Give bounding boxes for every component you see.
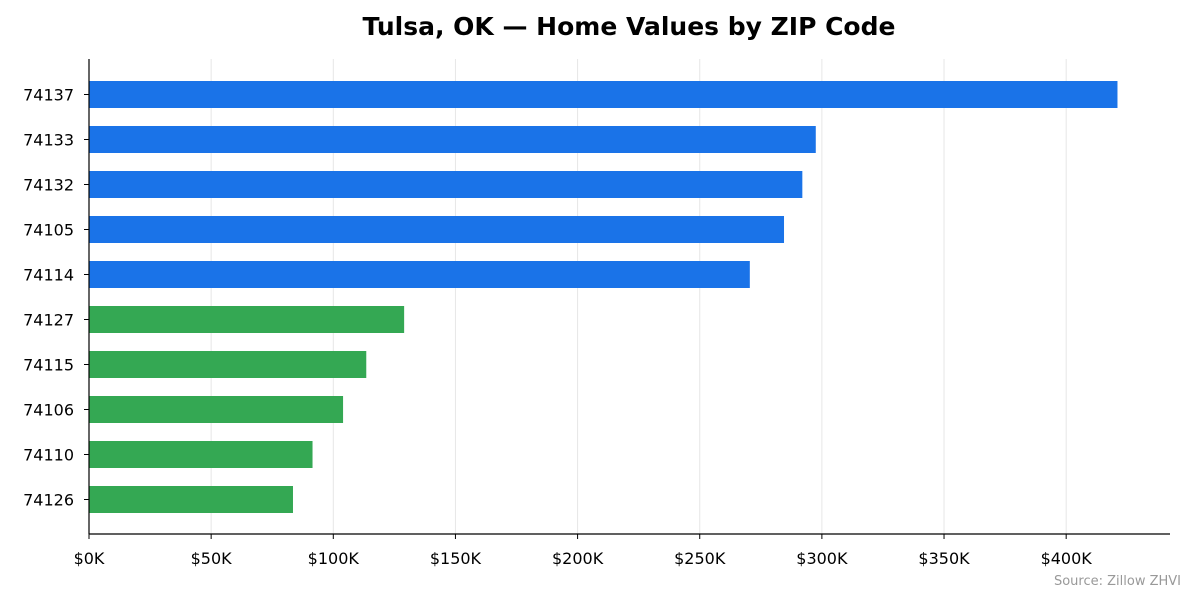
bar-74126 <box>89 486 293 513</box>
x-tick-label: $250K <box>674 549 726 568</box>
x-tick-label: $100K <box>308 549 360 568</box>
bar-74115 <box>89 351 367 378</box>
x-tick-label: $400K <box>1041 549 1093 568</box>
bar-74133 <box>89 126 816 153</box>
y-tick-label: 74115 <box>23 356 74 375</box>
x-ticks: $0K $50K $100K $150K $200K $250K $300K $350K $40… <box>74 534 1093 568</box>
x-tick-label: $150K <box>430 549 482 568</box>
x-tick-label: $0K <box>74 549 105 568</box>
bar-74106 <box>89 396 344 423</box>
x-tick-label: $200K <box>552 549 604 568</box>
bar-74132 <box>89 171 803 198</box>
bar-74110 <box>89 441 313 468</box>
bar-74114 <box>89 261 750 288</box>
bar-74105 <box>89 216 785 243</box>
bars <box>89 81 1118 513</box>
y-tick-label: 74114 <box>23 266 74 285</box>
y-tick-label: 74127 <box>23 311 74 330</box>
chart-title: Tulsa, OK — Home Values by ZIP Code <box>363 12 896 41</box>
y-tick-label: 74126 <box>23 491 74 510</box>
source-note: Source: Zillow ZHVI <box>1054 574 1181 589</box>
x-tick-label: $50K <box>191 549 233 568</box>
x-tick-label: $350K <box>918 549 970 568</box>
x-tick-label: $300K <box>796 549 848 568</box>
y-ticks: 74137 74133 74132 74105 74114 74127 74115 74106… <box>23 86 89 510</box>
y-tick-label: 74105 <box>23 221 74 240</box>
y-tick-label: 74132 <box>23 176 74 195</box>
bar-74137 <box>89 81 1118 108</box>
y-tick-label: 74110 <box>23 446 74 465</box>
y-tick-label: 74133 <box>23 131 74 150</box>
bar-74127 <box>89 306 405 333</box>
y-tick-label: 74106 <box>23 401 74 420</box>
y-tick-label: 74137 <box>23 86 74 105</box>
